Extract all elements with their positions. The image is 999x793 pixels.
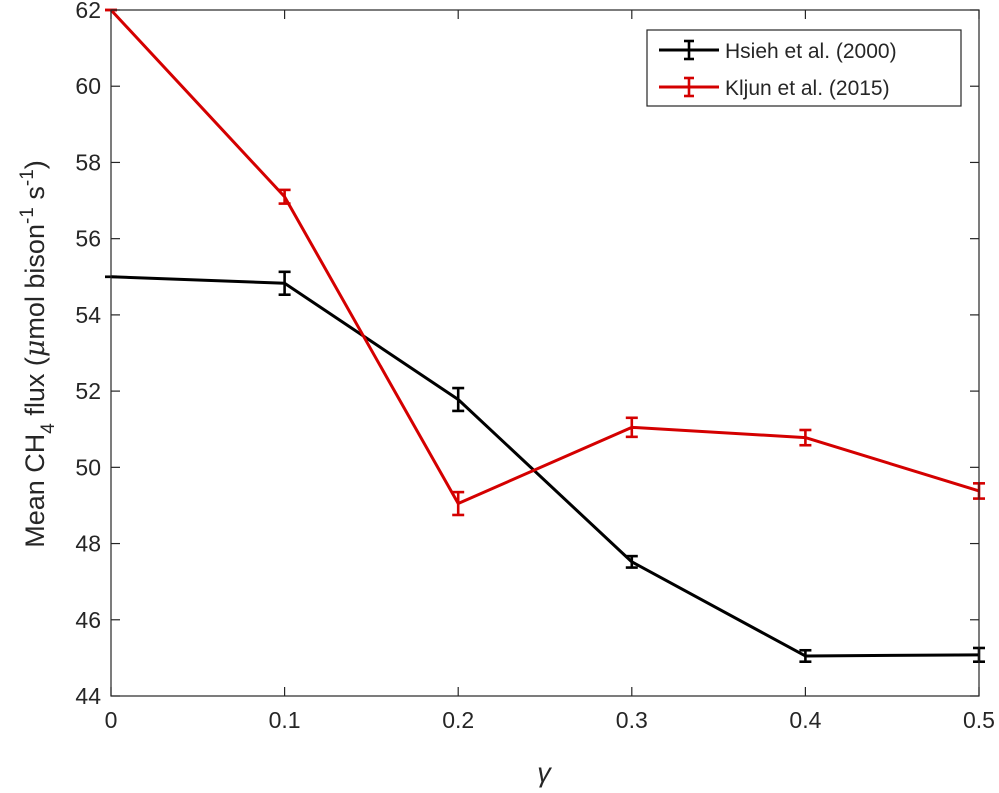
y-axis-title-mu: μ [20, 340, 51, 358]
y-axis-title-subscript: 4 [38, 423, 59, 434]
x-tick-label: 0.3 [616, 707, 648, 733]
y-axis-title-unit2: s [20, 186, 50, 207]
y-tick-label: 50 [75, 454, 101, 480]
x-tick-label: 0.4 [789, 707, 821, 733]
y-axis-title-unit: mol bison [20, 224, 50, 340]
y-tick-label: 46 [75, 607, 101, 633]
y-tick-label: 56 [75, 226, 101, 252]
x-tick-label: 0 [105, 707, 118, 733]
y-axis-title-sup2: -1 [17, 169, 38, 186]
y-tick-label: 52 [75, 378, 101, 404]
y-tick-label: 62 [75, 0, 101, 23]
y-axis-title: Mean CH4 flux (μmol bison-1 s-1) [17, 160, 59, 548]
x-axis-title: γ [537, 758, 552, 788]
x-tick-label: 0.5 [963, 707, 995, 733]
y-axis-title-suffix: ) [20, 160, 50, 169]
series-layer [105, 10, 985, 662]
y-axis-title-sup1: -1 [17, 207, 38, 224]
y-axis-title-middle: flux ( [20, 357, 50, 423]
axes-layer: 0 0.1 0.2 0.3 0.4 0.5 44 46 48 50 52 54 56 58 60 62 [75, 0, 995, 733]
plot-frame [111, 10, 979, 696]
y-tick-label: 48 [75, 531, 101, 557]
x-tick-label: 0.1 [269, 707, 301, 733]
y-tick-label: 60 [75, 73, 101, 99]
y-tick-label: 44 [75, 683, 101, 709]
legend: Hsieh et al. (2000) Kljun et al. (2015) [647, 30, 961, 106]
x-tick-label: 0.2 [442, 707, 474, 733]
y-tick-label: 54 [75, 302, 101, 328]
y-axis-title-prefix: Mean CH [20, 434, 50, 548]
legend-label: Hsieh et al. (2000) [725, 40, 897, 63]
y-tick-label: 58 [75, 149, 101, 175]
legend-label: Kljun et al. (2015) [725, 77, 890, 100]
